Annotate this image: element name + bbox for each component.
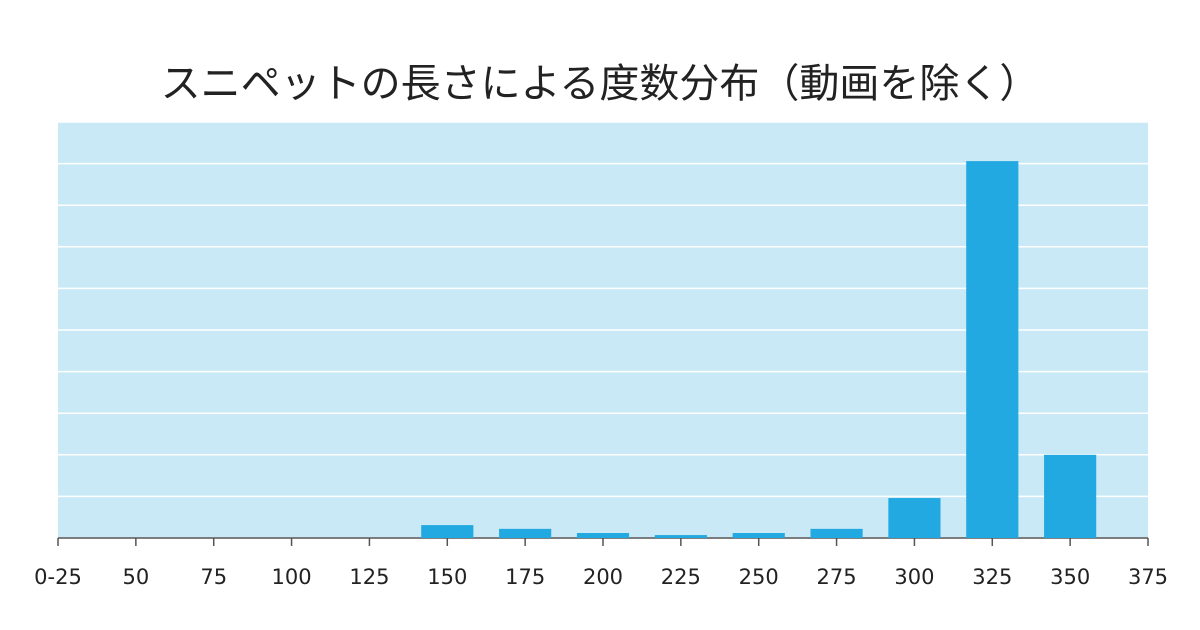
x-tick-label: 375 — [1128, 565, 1168, 589]
x-tick-label: 275 — [817, 565, 857, 589]
x-tick-label: 325 — [972, 565, 1012, 589]
x-tick-label: 150 — [427, 565, 467, 589]
x-tick-label: 350 — [1050, 565, 1090, 589]
bar — [1044, 454, 1097, 538]
x-tick-label: 250 — [739, 565, 779, 589]
x-tick-label: 50 — [122, 565, 149, 589]
bar — [888, 498, 941, 538]
x-tick-label: 225 — [661, 565, 701, 589]
x-tick-label: 100 — [272, 565, 312, 589]
bar — [966, 161, 1019, 538]
x-tick-label: 175 — [505, 565, 545, 589]
x-tick-label: 125 — [349, 565, 389, 589]
bar — [576, 533, 630, 538]
bar — [654, 535, 707, 538]
bar — [732, 533, 785, 538]
chart-title: スニペットの長さによる度数分布（動画を除く） — [161, 61, 1040, 107]
x-tick-label: 300 — [894, 565, 934, 589]
bar — [810, 528, 863, 538]
x-tick-label: 0-25 — [34, 565, 82, 589]
bar — [499, 528, 552, 538]
x-tick-label: 200 — [583, 565, 623, 589]
bar — [421, 525, 474, 538]
x-tick-label: 75 — [200, 565, 227, 589]
